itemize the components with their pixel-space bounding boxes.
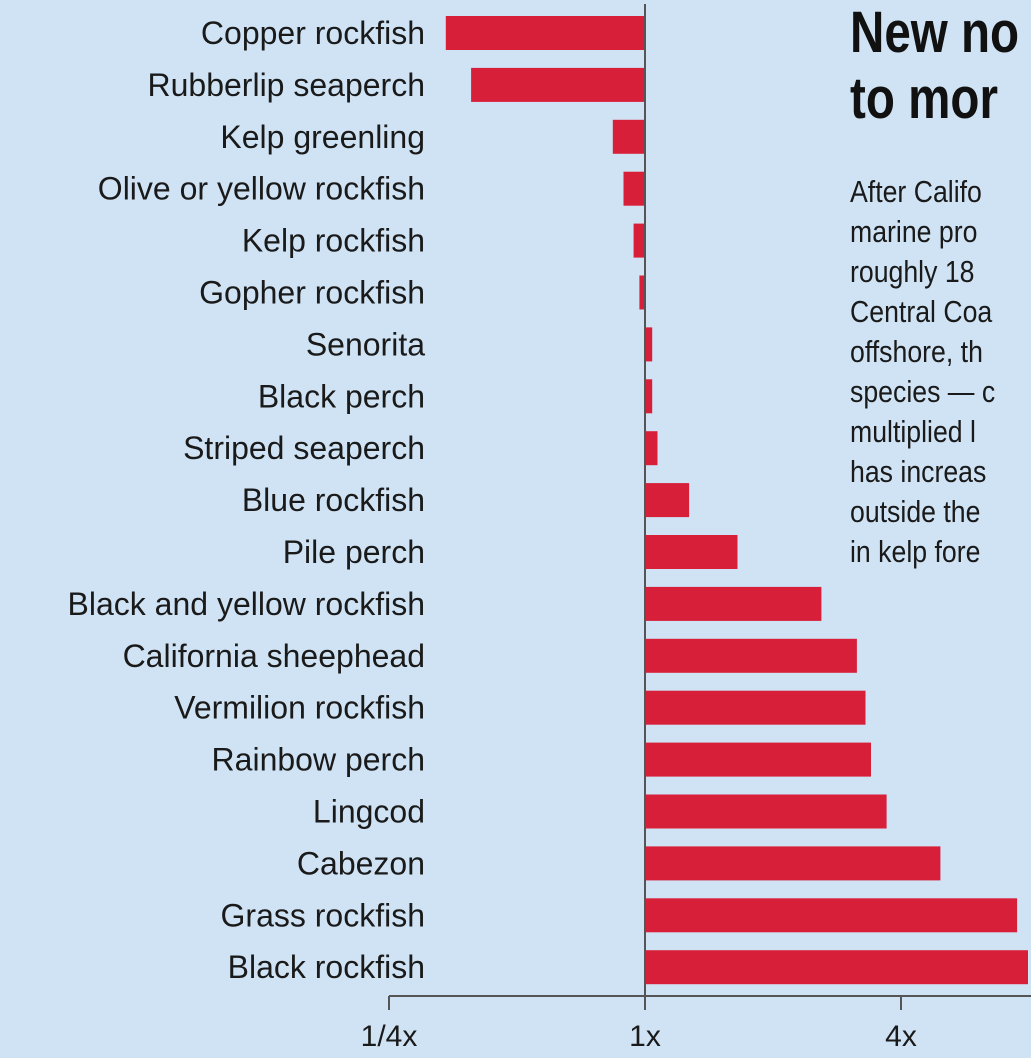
bar-california-sheephead bbox=[645, 638, 857, 673]
category-label-grass-rockfish: Grass rockfish bbox=[221, 897, 425, 933]
intro-line-2: marine pro bbox=[850, 214, 978, 249]
category-label-senorita: Senorita bbox=[306, 326, 425, 362]
headline: New no to mor bbox=[850, 0, 1019, 132]
intro-line-5: offshore, th bbox=[850, 334, 983, 369]
intro-line-4: Central Coa bbox=[850, 294, 993, 329]
category-label-vermilion-rockfish: Vermilion rockfish bbox=[174, 690, 425, 726]
bar-black-rockfish bbox=[645, 950, 1028, 985]
category-label-gopher-rockfish: Gopher rockfish bbox=[199, 275, 425, 311]
bar-senorita bbox=[645, 327, 653, 362]
bar-black-perch bbox=[645, 379, 653, 414]
bar-striped-seaperch bbox=[645, 431, 658, 466]
category-label-kelp-rockfish: Kelp rockfish bbox=[242, 223, 425, 259]
category-label-rainbow-perch: Rainbow perch bbox=[212, 742, 425, 778]
category-label-copper-rockfish: Copper rockfish bbox=[201, 15, 425, 51]
bar-black-and-yellow-rockfish bbox=[645, 586, 822, 621]
category-label-cabezon: Cabezon bbox=[297, 845, 425, 881]
intro-line-7: multiplied l bbox=[850, 414, 976, 449]
bar-rubberlip-seaperch bbox=[471, 67, 645, 102]
intro-text: After Califo marine pro roughly 18 Centr… bbox=[850, 172, 995, 572]
bar-vermilion-rockfish bbox=[645, 690, 866, 725]
bar-kelp-greenling bbox=[612, 119, 645, 154]
category-label-rubberlip-seaperch: Rubberlip seaperch bbox=[148, 67, 426, 103]
intro-line-1: After Califo bbox=[850, 174, 982, 209]
bars bbox=[445, 16, 1028, 985]
x-tick-label-1: 1x bbox=[629, 1020, 661, 1053]
bar-cabezon bbox=[645, 846, 941, 881]
category-label-olive-or-yellow-rockfish: Olive or yellow rockfish bbox=[98, 171, 425, 207]
bar-olive-or-yellow-rockfish bbox=[623, 171, 645, 206]
category-label-black-rockfish: Black rockfish bbox=[228, 949, 425, 985]
headline-line-2: to mor bbox=[850, 66, 998, 131]
bar-kelp-rockfish bbox=[633, 223, 645, 258]
category-label-kelp-greenling: Kelp greenling bbox=[220, 119, 425, 155]
x-tick-label-2: 4x bbox=[885, 1020, 917, 1053]
intro-line-9: outside the bbox=[850, 494, 981, 529]
bar-copper-rockfish bbox=[445, 16, 645, 50]
category-label-striped-seaperch: Striped seaperch bbox=[183, 430, 425, 466]
axes: 1/4x 1x 4x bbox=[361, 4, 1031, 1053]
bar-rainbow-perch bbox=[645, 742, 871, 777]
bar-blue-rockfish bbox=[645, 483, 690, 518]
category-labels: Copper rockfish Rubberlip seaperch Kelp gr… bbox=[68, 15, 426, 985]
x-tick-label-0: 1/4x bbox=[361, 1020, 418, 1053]
bar-grass-rockfish bbox=[645, 898, 1018, 933]
category-label-black-perch: Black perch bbox=[258, 378, 425, 414]
category-label-blue-rockfish: Blue rockfish bbox=[242, 482, 425, 518]
intro-line-10: in kelp fore bbox=[850, 534, 981, 569]
bar-pile-perch bbox=[645, 535, 738, 569]
category-label-black-and-yellow-rockfish: Black and yellow rockfish bbox=[68, 586, 425, 622]
intro-line-6: species — c bbox=[850, 374, 996, 409]
bar-lingcod bbox=[645, 794, 887, 829]
category-label-california-sheephead: California sheephead bbox=[123, 638, 425, 674]
category-label-lingcod: Lingcod bbox=[313, 794, 425, 830]
headline-line-1: New no bbox=[850, 0, 1020, 65]
category-label-pile-perch: Pile perch bbox=[283, 534, 425, 570]
intro-line-3: roughly 18 bbox=[850, 254, 975, 289]
intro-line-8: has increas bbox=[850, 454, 987, 489]
bar-gopher-rockfish bbox=[639, 275, 645, 310]
